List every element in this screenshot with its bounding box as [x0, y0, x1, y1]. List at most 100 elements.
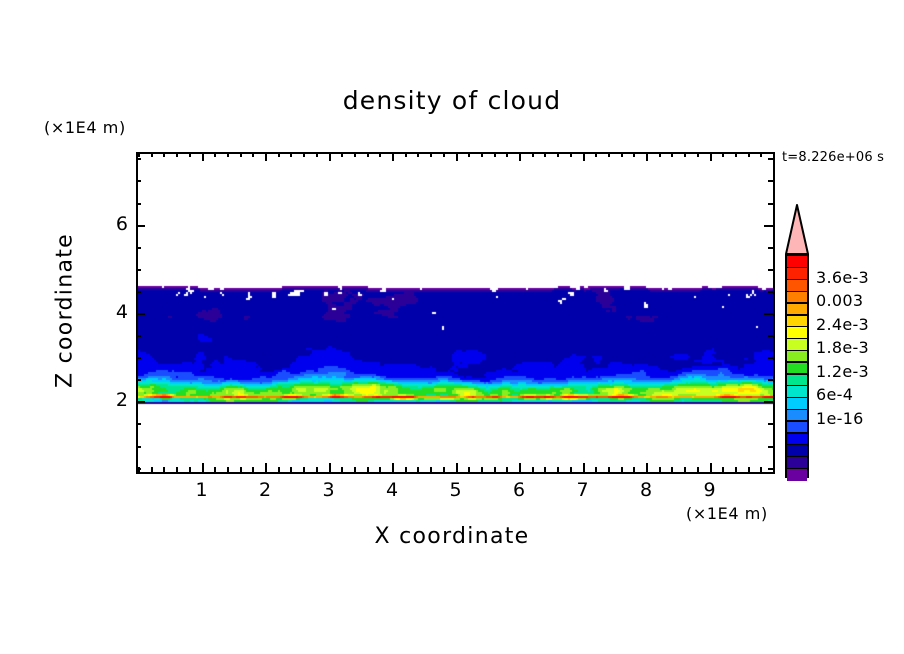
colorbar-tick-label: 2.4e-3 [816, 314, 870, 334]
y-tick-label: 6 [115, 212, 128, 235]
axis-tick [697, 152, 699, 157]
axis-tick [136, 203, 141, 205]
axis-tick [265, 463, 267, 472]
colorbar-band-divider [787, 314, 807, 316]
axis-tick [583, 463, 585, 472]
axis-tick [136, 158, 141, 160]
colorbar-band-divider [787, 396, 807, 399]
axis-tick [684, 467, 686, 472]
axis-tick [646, 152, 648, 161]
axis-tick [710, 152, 712, 161]
axis-tick [176, 467, 178, 472]
axis-tick [768, 423, 773, 425]
axis-tick [768, 357, 773, 359]
colorbar-band-divider [787, 337, 807, 340]
axis-tick [240, 152, 242, 157]
colorbar-tick-label: 1.2e-3 [816, 361, 870, 381]
axis-tick [151, 152, 153, 157]
axis-tick [570, 467, 572, 472]
colorbar-tick-label: 1.8e-3 [816, 338, 870, 358]
colorbar-band [787, 291, 807, 304]
colorbar-band [787, 314, 807, 328]
axis-tick [481, 467, 483, 472]
axis-tick [214, 152, 216, 157]
axis-tick [136, 446, 141, 448]
axis-tick [278, 152, 280, 157]
axis-tick [138, 152, 140, 157]
axis-tick [768, 468, 773, 470]
axis-tick [544, 152, 546, 157]
axis-tick [278, 467, 280, 472]
x-tick-label: 5 [449, 479, 462, 501]
axis-tick [773, 467, 775, 472]
colorbar-band [787, 362, 807, 375]
colorbar-band [787, 397, 807, 410]
axis-tick [214, 467, 216, 472]
axis-tick [544, 467, 546, 472]
axis-tick [608, 152, 610, 157]
axis-tick [697, 467, 699, 472]
axis-tick [354, 152, 356, 157]
axis-tick [595, 467, 597, 472]
axis-tick [468, 152, 470, 157]
colorbar-bands [785, 254, 809, 481]
x-tick-label: 3 [322, 479, 335, 501]
page-title: density of cloud [342, 86, 562, 115]
axis-tick [290, 152, 292, 157]
axis-tick [176, 152, 178, 157]
axis-tick [265, 152, 267, 161]
colorbar [785, 254, 809, 481]
axis-tick [659, 152, 661, 157]
axis-tick [252, 467, 254, 472]
axis-tick [316, 467, 318, 472]
axis-tick [646, 463, 648, 472]
x-tick-label: 4 [385, 479, 399, 501]
axis-tick [570, 152, 572, 157]
axis-tick [316, 152, 318, 157]
axis-tick [202, 463, 204, 472]
axis-tick [443, 467, 445, 472]
contour-field [138, 154, 773, 472]
axis-tick [367, 152, 369, 157]
axis-tick [494, 152, 496, 157]
axis-tick [303, 467, 305, 472]
axis-tick [136, 401, 145, 403]
axis-tick [768, 379, 773, 381]
colorbar-band-divider [787, 349, 807, 351]
axis-tick [379, 467, 381, 472]
axis-tick [303, 152, 305, 157]
colorbar-band-divider [787, 267, 807, 269]
axis-tick [768, 291, 773, 293]
axis-tick [768, 269, 773, 271]
axis-tick [430, 467, 432, 472]
axis-tick [621, 467, 623, 472]
axis-tick [367, 467, 369, 472]
axis-tick [671, 467, 673, 472]
axis-tick [136, 247, 141, 249]
x-tick-label: 2 [258, 479, 272, 501]
axis-tick [456, 463, 458, 472]
colorbar-band-divider [787, 326, 807, 328]
axis-tick [290, 467, 292, 472]
axis-tick [506, 152, 508, 157]
y-tick-label: 2 [115, 389, 128, 412]
axis-tick [768, 247, 773, 249]
x-tick-label: 1 [195, 479, 208, 501]
axis-tick [519, 152, 521, 161]
axis-tick [760, 152, 762, 157]
axis-tick [136, 291, 141, 293]
axis-tick [392, 463, 394, 472]
axis-tick [735, 467, 737, 472]
axis-tick [136, 180, 141, 182]
axis-tick [684, 152, 686, 157]
axis-tick [189, 467, 191, 472]
axis-tick [608, 467, 610, 472]
axis-tick [136, 357, 141, 359]
colorbar-band [787, 385, 807, 399]
axis-tick [748, 467, 750, 472]
axis-tick [768, 446, 773, 448]
colorbar-band [787, 256, 807, 269]
plot-area [136, 152, 775, 474]
axis-tick [768, 203, 773, 205]
